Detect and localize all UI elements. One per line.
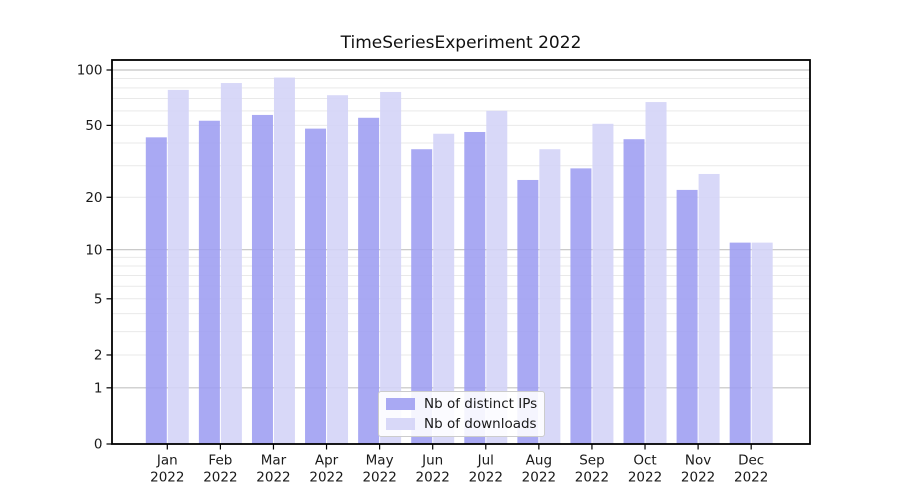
bar-ips-jun [411,149,433,444]
bar-downloads-sep [592,123,614,444]
bar-ips-jan [145,137,167,444]
bar-ips-aug [517,179,539,445]
bar-downloads-nov [698,173,720,444]
bar-ips-dec [729,242,751,444]
x-tick-label-sep: Sep 2022 [575,453,609,486]
x-tick-label-apr: Apr 2022 [309,453,343,486]
x-tick-label-jan: Jan 2022 [150,453,184,486]
y-tick-label: 20 [85,190,102,206]
x-tick-label-oct: Oct 2022 [628,453,662,486]
bar-downloads-jun [433,133,455,444]
legend-item-distinct-ips: Nb of distinct IPs [386,396,544,412]
bar-downloads-jul [486,110,508,444]
bar-downloads-apr [327,95,349,444]
chart-title: TimeSeriesExperiment 2022 [340,33,582,53]
x-tick-label-jun: Jun 2022 [416,453,450,486]
y-tick-label: 10 [85,242,102,258]
y-tick-label: 1 [94,381,103,397]
bar-downloads-feb [220,83,242,444]
y-tick-label: 0 [94,437,103,453]
legend-label-downloads: Nb of downloads [424,416,537,432]
plot-frame [111,59,811,445]
bar-downloads-jan [167,89,189,444]
bar-ips-feb [198,120,220,444]
y-tick-label: 100 [77,63,103,79]
bar-ips-mar [251,114,273,444]
x-tick-label-nov: Nov 2022 [681,453,715,486]
bar-ips-jul [464,131,486,444]
x-tick-label-jul: Jul 2022 [469,453,503,486]
x-tick-label-aug: Aug 2022 [522,453,556,486]
bar-downloads-oct [645,102,667,444]
bar-downloads-may [380,91,402,445]
y-tick-label: 5 [94,291,103,307]
legend-swatch-distinct-ips [386,398,415,410]
bar-ips-nov [676,189,698,444]
bar-ips-oct [623,139,645,444]
x-tick-label-dec: Dec 2022 [734,453,768,486]
x-tick-label-mar: Mar 2022 [256,453,290,486]
bar-ips-apr [305,128,327,444]
legend-swatch-downloads [386,418,415,430]
bar-ips-sep [570,168,592,444]
bar-downloads-mar [273,77,295,445]
x-tick-label-may: May 2022 [362,453,396,486]
x-tick-label-feb: Feb 2022 [203,453,237,486]
y-tick-label: 50 [85,118,102,134]
legend-label-distinct-ips: Nb of distinct IPs [424,396,538,412]
legend-item-downloads: Nb of downloads [386,416,544,432]
legend: Nb of distinct IPs Nb of downloads [378,391,545,437]
bar-downloads-aug [539,149,561,444]
bar-ips-may [358,117,380,444]
y-tick-label: 2 [94,348,103,364]
bar-downloads-dec [751,242,773,444]
